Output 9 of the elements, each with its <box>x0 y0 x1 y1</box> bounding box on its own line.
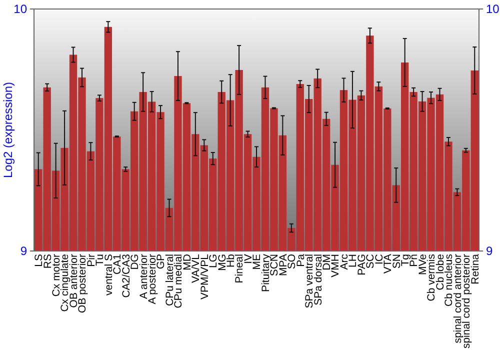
x-tick-label: Arc <box>338 254 350 270</box>
y2-tick-label: 10 <box>486 2 500 16</box>
x-tick-label: RS <box>42 254 54 269</box>
x-tick-label: Tg <box>400 254 412 266</box>
x-tick-label: A posterior <box>146 254 158 304</box>
y2-tick-label: 9 <box>486 244 493 258</box>
y-axis-title: Log2 (expression) <box>1 82 15 178</box>
x-tick-label: OB posterior <box>76 254 89 313</box>
x-tick-label: DG <box>129 254 142 270</box>
